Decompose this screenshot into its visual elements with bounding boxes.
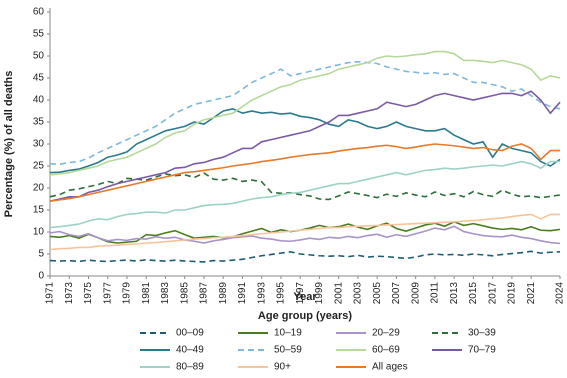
- x-tick-label: 1975: [83, 282, 94, 305]
- x-tick-label: 1997: [295, 282, 306, 305]
- series-line: [49, 250, 561, 263]
- y-tick-label: 5: [38, 249, 44, 260]
- x-tick-label: 1973: [64, 282, 75, 305]
- x-tick-label: 2017: [487, 282, 498, 305]
- legend-label: 90+: [274, 362, 291, 373]
- x-tick-label: 1983: [160, 282, 171, 305]
- series-line: [49, 107, 561, 174]
- y-tick-label: 0: [38, 271, 44, 282]
- x-tick-label: 2019: [507, 282, 518, 305]
- legend-label: 40–49: [176, 345, 204, 356]
- x-axis-label: Year: [293, 291, 317, 303]
- y-tick-label: 30: [33, 139, 45, 150]
- x-tick-label: 1979: [122, 282, 133, 305]
- y-tick-label: 20: [33, 183, 45, 194]
- y-tick-label: 10: [33, 227, 45, 238]
- y-axis-label: Percentage (%) of all deaths: [3, 71, 15, 218]
- legend-label: All ages: [372, 362, 408, 373]
- y-tick-label: 25: [33, 161, 45, 172]
- series-line: [49, 50, 561, 176]
- x-tick-label: 1991: [237, 282, 248, 305]
- series-line: [49, 225, 561, 245]
- x-tick-label: 2001: [333, 282, 344, 305]
- x-tick-label: 2013: [449, 282, 460, 305]
- y-tick-label: 45: [33, 73, 45, 84]
- x-tick-label: 2003: [353, 282, 364, 305]
- legend-title: Age group (years): [258, 310, 352, 322]
- y-tick-label: 55: [33, 29, 45, 40]
- x-tick-label: 1995: [276, 282, 287, 305]
- x-tick-label: 2009: [410, 282, 421, 305]
- legend-label: 20–29: [372, 328, 400, 339]
- series-line: [49, 160, 560, 229]
- legend-label: 30–39: [468, 328, 496, 339]
- y-tick-label: 40: [33, 95, 45, 106]
- legend-label: 80–89: [176, 362, 204, 373]
- series-line: [49, 213, 560, 251]
- x-tick-label: 1977: [102, 282, 113, 305]
- series-line: [49, 60, 561, 166]
- x-tick-label: 2005: [372, 282, 383, 305]
- y-tick-label: 35: [33, 117, 45, 128]
- series-line: [49, 90, 561, 202]
- x-tick-label: 1989: [218, 282, 229, 305]
- legend-label: 10–19: [274, 328, 302, 339]
- series-line: [49, 143, 560, 202]
- x-tick-label: 1971: [45, 282, 56, 305]
- x-tick-label: 1985: [179, 282, 190, 305]
- legend-label: 00–09: [176, 328, 204, 339]
- x-tick-label: 2015: [468, 282, 479, 305]
- y-tick-label: 50: [33, 51, 45, 62]
- x-tick-label: 1981: [141, 282, 152, 305]
- y-tick-label: 60: [33, 7, 45, 18]
- x-tick-label: 1999: [314, 282, 325, 305]
- y-tick-label: 15: [33, 205, 45, 216]
- x-tick-label: 2021: [526, 282, 537, 305]
- x-tick-label: 2007: [391, 282, 402, 305]
- x-tick-label: 1987: [199, 282, 210, 305]
- legend-label: 70–79: [468, 345, 496, 356]
- x-tick-label: 2024: [555, 282, 566, 305]
- legend-label: 60–69: [372, 345, 400, 356]
- x-tick-label: 1993: [256, 282, 267, 305]
- x-tick-label: 2011: [430, 282, 441, 304]
- legend-label: 50–59: [274, 345, 302, 356]
